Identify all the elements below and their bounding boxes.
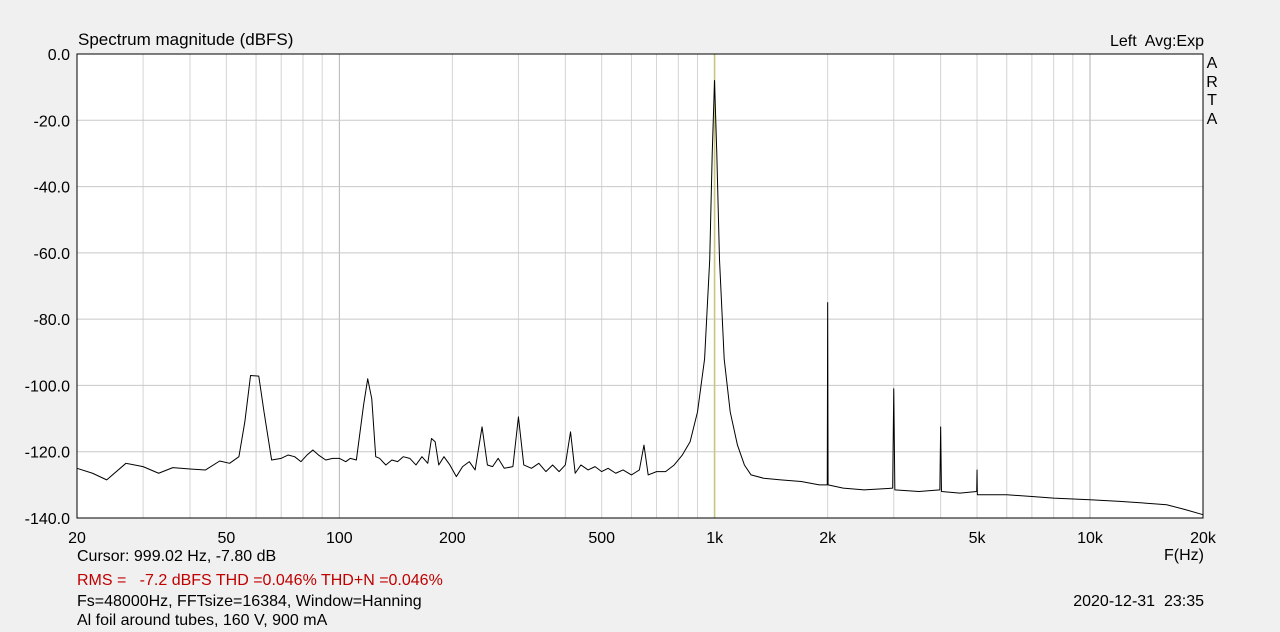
x-tick-label: 20k [1190,530,1217,547]
y-tick-label: 0.0 [48,47,70,64]
brand-letter-a2: A [1206,110,1218,128]
cursor-readout: Cursor: 999.02 Hz, -7.80 dB [77,548,277,565]
y-tick-label: -100.0 [25,378,70,395]
y-tick-labels: 0.0 -20.0 -40.0 -60.0 -80.0 -100.0 -120.0 -140.… [25,47,70,528]
brand-letter-t: T [1207,92,1217,109]
y-tick-label: -20.0 [34,113,71,130]
x-tick-label: 20 [68,530,86,547]
spectrum-series-line [76,80,1204,516]
y-tick-label: -120.0 [25,445,70,462]
x-tick-label: 100 [326,530,353,547]
brand-vertical: A R T A [1205,55,1219,129]
chart-title: Spectrum magnitude (dBFS) [78,30,294,49]
x-tick-label: 5k [969,530,987,547]
measurement-note: Al foil around tubes, 160 V, 900 mA [77,612,328,629]
y-tick-label: -40.0 [34,180,71,197]
y-tick-label: -60.0 [34,246,71,263]
brand-letter-a1: A [1206,55,1218,72]
rms-thd-readout: RMS = -7.2 dBFS THD =0.046% THD+N =0.046… [77,572,443,589]
fft-settings: Fs=48000Hz, FFTsize=16384, Window=Hannin… [77,593,422,610]
x-tick-label: 1k [706,530,724,547]
x-tick-label: 200 [439,530,466,547]
grid-lines [77,54,1203,518]
x-tick-label: 10k [1077,530,1104,547]
measurement-timestamp: 2020-12-31 23:35 [1073,593,1204,610]
series-group [76,80,1204,516]
plot-area [77,54,1203,518]
x-tick-label: 50 [217,530,235,547]
x-axis-label: F(Hz) [1164,547,1204,564]
x-tick-label: 500 [588,530,615,547]
x-tick-label: 2k [819,530,837,547]
x-tick-labels: 20 50 100 200 500 1k 2k 5k 10k 20k [68,530,1217,547]
y-tick-label: -140.0 [25,511,70,528]
channel-average-label: Left Avg:Exp [1110,33,1204,50]
brand-letter-r: R [1206,73,1218,91]
y-tick-label: -80.0 [34,312,71,329]
plot-frame [76,53,1204,519]
